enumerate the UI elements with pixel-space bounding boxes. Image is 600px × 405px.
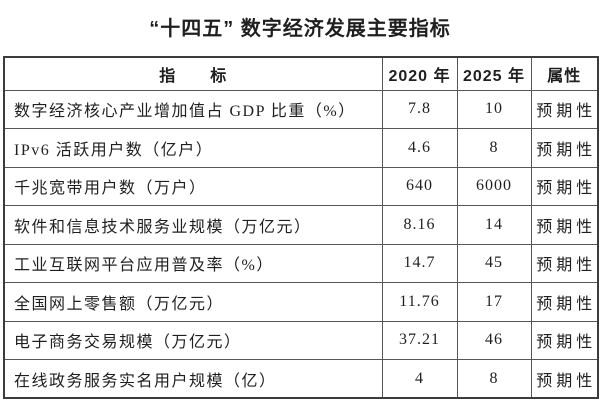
cell-indicator: 全国网上零售额（万亿元）	[3, 282, 383, 322]
cell-attribute: 预期性	[530, 320, 599, 360]
table-body: 数字经济核心产业增加值占 GDP 比重（%） 7.8 10 预期性 IPv6 活…	[3, 89, 599, 399]
cell-2020: 640	[381, 166, 458, 206]
cell-2020: 37.21	[381, 320, 458, 360]
cell-2020: 8.16	[381, 205, 458, 245]
cell-attribute: 预期性	[530, 359, 599, 399]
table-row: 电子商务交易规模（万亿元） 37.21 46 预期性	[3, 320, 599, 360]
cell-attribute: 预期性	[530, 128, 599, 168]
table-row: 数字经济核心产业增加值占 GDP 比重（%） 7.8 10 预期性	[3, 89, 599, 129]
indicators-table: 指 标 2020 年 2025 年 属性 数字经济核心产业增加值占 GDP 比重…	[3, 56, 599, 399]
col-header-2020: 2020 年	[381, 56, 458, 91]
cell-indicator: 数字经济核心产业增加值占 GDP 比重（%）	[3, 89, 383, 129]
cell-attribute: 预期性	[530, 282, 599, 322]
cell-2025: 14	[456, 205, 532, 245]
cell-2020: 14.7	[381, 243, 458, 283]
cell-indicator: 软件和信息技术服务业规模（万亿元）	[3, 205, 383, 245]
cell-2025: 8	[456, 128, 532, 168]
col-header-2025: 2025 年	[456, 56, 532, 91]
table-header: 指 标 2020 年 2025 年 属性	[3, 56, 599, 91]
cell-2020: 7.8	[381, 89, 458, 129]
table-row: 在线政务服务实名用户规模（亿） 4 8 预期性	[3, 359, 599, 399]
cell-2025: 10	[456, 89, 532, 129]
cell-2025: 6000	[456, 166, 532, 206]
cell-2020: 4.6	[381, 128, 458, 168]
cell-attribute: 预期性	[530, 166, 599, 206]
cell-attribute: 预期性	[530, 243, 599, 283]
cell-indicator: IPv6 活跃用户数（亿户）	[3, 128, 383, 168]
table-row: IPv6 活跃用户数（亿户） 4.6 8 预期性	[3, 128, 599, 168]
cell-attribute: 预期性	[530, 89, 599, 129]
cell-2025: 45	[456, 243, 532, 283]
header-row: 指 标 2020 年 2025 年 属性	[3, 56, 599, 91]
cell-2025: 8	[456, 359, 532, 399]
cell-2025: 46	[456, 320, 532, 360]
cell-indicator: 电子商务交易规模（万亿元）	[3, 320, 383, 360]
table-row: 工业互联网平台应用普及率（%） 14.7 45 预期性	[3, 243, 599, 283]
cell-attribute: 预期性	[530, 205, 599, 245]
table-row: 软件和信息技术服务业规模（万亿元） 8.16 14 预期性	[3, 205, 599, 245]
cell-indicator: 在线政务服务实名用户规模（亿）	[3, 359, 383, 399]
table-row: 千兆宽带用户数（万户） 640 6000 预期性	[3, 166, 599, 206]
cell-indicator: 千兆宽带用户数（万户）	[3, 166, 383, 206]
page-title: “十四五” 数字经济发展主要指标	[149, 18, 451, 40]
col-header-attribute: 属性	[530, 56, 599, 91]
col-header-indicator: 指 标	[3, 56, 383, 91]
cell-2020: 4	[381, 359, 458, 399]
cell-2025: 17	[456, 282, 532, 322]
table-row: 全国网上零售额（万亿元） 11.76 17 预期性	[3, 282, 599, 322]
cell-2020: 11.76	[381, 282, 458, 322]
cell-indicator: 工业互联网平台应用普及率（%）	[3, 243, 383, 283]
